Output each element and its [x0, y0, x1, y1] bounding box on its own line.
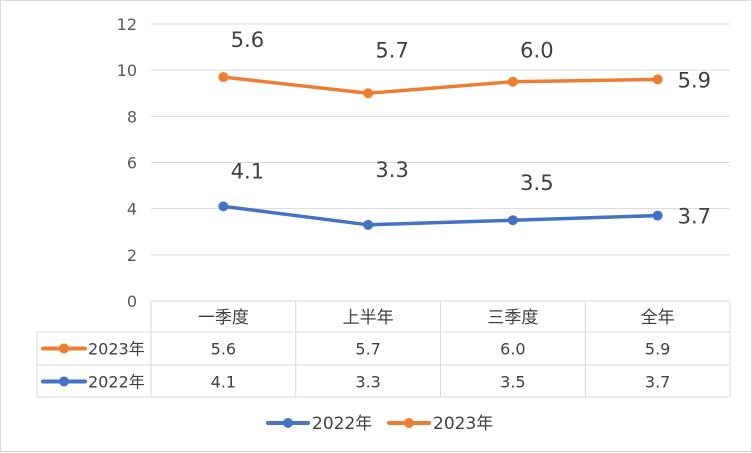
table-cell: 3.7 [645, 373, 670, 392]
table-cell: 5.7 [355, 340, 380, 359]
data-point [507, 76, 518, 87]
category-label: 全年 [641, 308, 675, 328]
table-cell: 3.3 [355, 373, 380, 392]
y-tick-label: 0 [127, 292, 137, 311]
y-tick-label: 2 [127, 246, 137, 265]
data-point [218, 201, 229, 212]
y-tick-label: 8 [127, 107, 137, 126]
series-lines [218, 72, 663, 230]
category-label: 三季度 [487, 308, 538, 328]
table-legend-marker [59, 343, 69, 354]
legend-label: 2022年 [312, 414, 372, 434]
y-tick-label: 6 [127, 154, 137, 173]
data-table: 一季度 上半年 三季度 全年 2023年 5.6 5.7 6.0 5.9 2022年 4.1 3.3 3… [36, 301, 731, 398]
data-point [652, 74, 663, 85]
data-point [363, 88, 374, 99]
table-cell: 5.9 [645, 340, 670, 359]
data-label: 3.3 [375, 158, 408, 182]
data-label: 6.0 [520, 39, 553, 63]
legend-marker [283, 418, 293, 428]
data-label: 5.7 [375, 38, 408, 62]
legend-marker [404, 418, 414, 428]
series-line [221, 75, 660, 95]
series-line [221, 204, 660, 227]
data-point [507, 215, 518, 226]
category-label: 上半年 [343, 308, 394, 328]
data-point [652, 210, 663, 221]
table-cell: 5.6 [211, 340, 236, 359]
data-labels: 5.6 5.7 6.0 5.9 4.1 3.3 3.5 3.7 [231, 28, 711, 229]
y-axis: 0 2 4 6 8 10 12 [117, 15, 137, 311]
data-label: 4.1 [231, 159, 264, 183]
data-label: 5.9 [678, 68, 711, 92]
y-tick-label: 10 [117, 61, 137, 80]
table-cell: 3.5 [500, 373, 525, 392]
data-label: 3.5 [520, 171, 553, 195]
table-cell: 4.1 [211, 373, 236, 392]
data-point [363, 219, 374, 230]
data-label: 5.6 [231, 28, 264, 52]
table-series-name: 2022年 [88, 373, 145, 392]
data-label: 3.7 [678, 205, 711, 229]
table-series-name: 2023年 [88, 340, 145, 359]
y-tick-label: 4 [127, 200, 137, 219]
data-point [218, 72, 229, 83]
legend: 2022年 2023年 [266, 414, 493, 434]
table-legend-marker [59, 376, 69, 387]
table-cell: 6.0 [500, 340, 525, 359]
y-tick-label: 12 [117, 15, 137, 34]
legend-label: 2023年 [433, 414, 493, 434]
category-label: 一季度 [198, 308, 249, 328]
